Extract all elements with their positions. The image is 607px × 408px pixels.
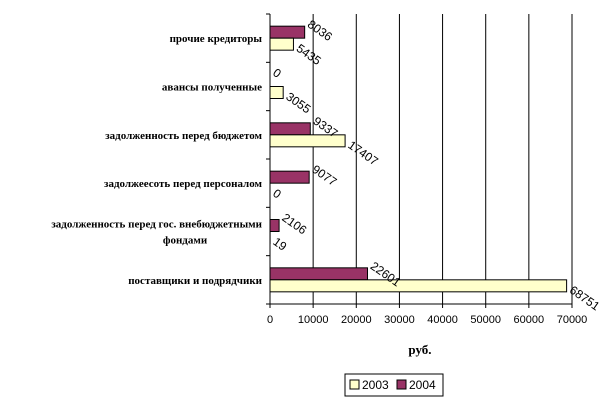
x-tick-label: 30000 (384, 314, 415, 326)
data-label-2003: 3055 (283, 89, 313, 116)
legend-label-2003: 2003 (362, 378, 389, 392)
gridlines (312, 14, 573, 304)
category-label: поставщики и подрядчики (128, 275, 262, 287)
x-tick-label: 0 (267, 314, 273, 326)
bar-2004 (269, 267, 369, 281)
x-axis-title: руб. (408, 342, 431, 357)
category-label: авансы полученные (162, 82, 262, 94)
data-label-2003: 0 (270, 186, 284, 201)
data-label-2004: 2106 (279, 210, 309, 237)
category-labels: прочие кредиторы авансы полученные задолже… (51, 33, 262, 287)
category-label: задолженность перед гос. внебюджетными фо… (51, 219, 262, 247)
bar-2004 (269, 219, 280, 232)
x-tick-label: 40000 (427, 314, 458, 326)
bar-2004 (269, 170, 310, 184)
data-label-2003: 17407 (345, 138, 381, 169)
category-label: задолжеесоть перед персоналом (104, 178, 262, 190)
category-label: прочие кредиторы (170, 33, 263, 45)
legend-swatch-2003 (349, 379, 360, 390)
data-label-2004: 9077 (309, 162, 339, 189)
data-label-2003: 19 (270, 234, 289, 253)
legend: 2003 2004 (344, 373, 444, 397)
category-label: задолженность перед бюджетом (105, 130, 262, 142)
bar-2003 (269, 279, 568, 293)
bar-2003 (269, 37, 294, 51)
legend-swatch-2004 (396, 379, 407, 390)
x-tick-label: 20000 (341, 314, 372, 326)
legend-box (344, 373, 444, 397)
bar-2003 (269, 86, 284, 99)
x-tick-label: 10000 (298, 314, 329, 326)
data-label-2004: 0 (270, 65, 284, 80)
x-tick-label: 60000 (514, 314, 545, 326)
x-tick-label: 70000 (557, 314, 588, 326)
x-tick-labels: 0 10000 20000 30000 40000 50000 60000 70000 (267, 314, 587, 326)
legend-label-2004: 2004 (409, 378, 436, 392)
data-label-2003: 5435 (294, 41, 324, 68)
data-label-2004: 8036 (305, 17, 335, 44)
bar-2004 (269, 122, 311, 136)
bar-2004 (269, 25, 306, 39)
axes (266, 13, 573, 308)
bars (269, 25, 568, 293)
x-tick-label: 50000 (470, 314, 501, 326)
